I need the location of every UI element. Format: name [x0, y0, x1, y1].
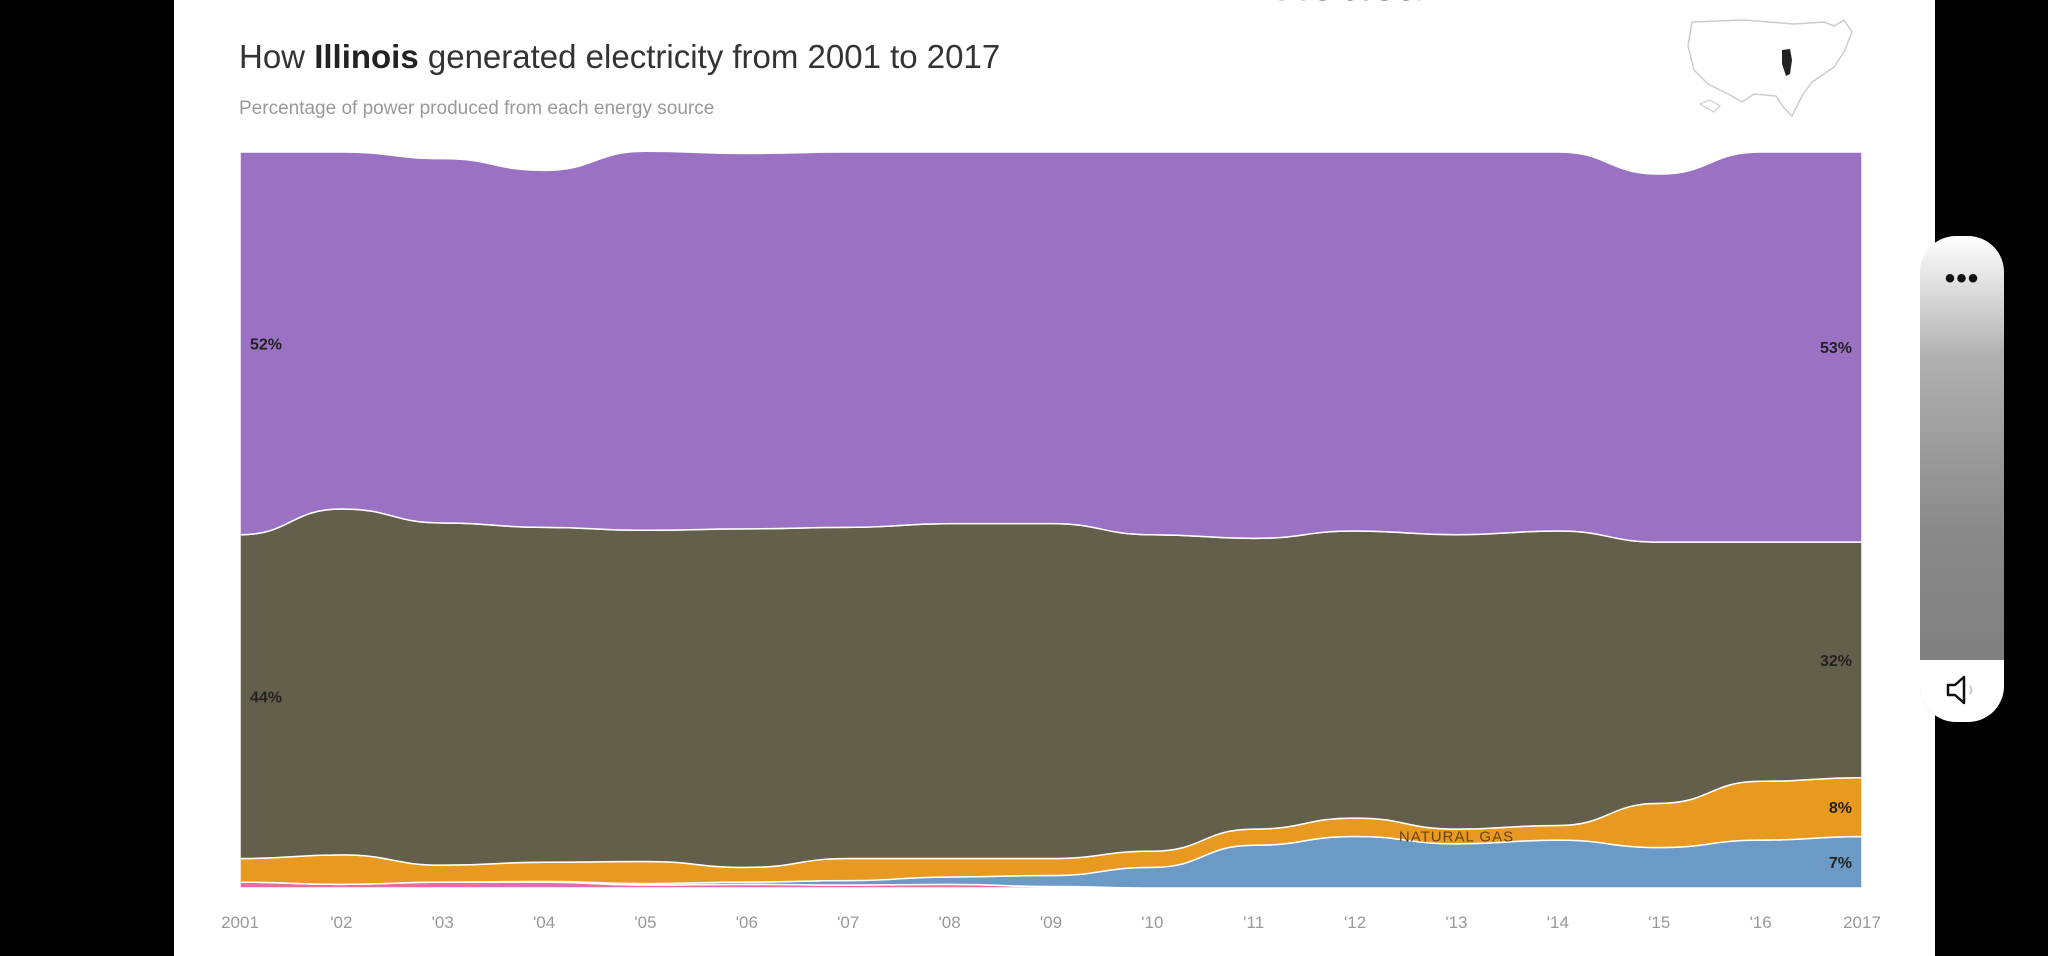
- x-tick-label: '15: [1648, 913, 1670, 932]
- side-panel: •••: [1920, 236, 2004, 722]
- volume-control[interactable]: [1920, 660, 2004, 722]
- stream-chart: 2001 '02 '03 '04 '05 '06 '07 '08 '09 '10 '11 '12 '13…: [221, 0, 1881, 932]
- x-tick-label: '11: [1243, 913, 1264, 932]
- x-tick-label: '07: [837, 913, 859, 932]
- chart-title: How Illinois generated electricity from …: [239, 38, 1001, 75]
- value-label-end: 32%: [1820, 653, 1852, 670]
- series-label: NATURAL GAS: [1399, 829, 1514, 846]
- x-tick-label: '08: [939, 913, 961, 932]
- series-label: Nuclear: [1279, 0, 1438, 10]
- x-tick-label: '06: [736, 913, 758, 932]
- us-map-icon: [1687, 19, 1853, 117]
- series-label: Coal: [1267, 0, 1341, 8]
- state-name: Illinois: [314, 38, 419, 75]
- x-tick-label: 2017: [1843, 913, 1881, 932]
- chart-subtitle: Percentage of power produced from each e…: [239, 98, 715, 119]
- x-tick-label: '05: [634, 913, 656, 932]
- speaker-icon[interactable]: [1944, 672, 1980, 708]
- more-dots-icon[interactable]: •••: [1944, 262, 1980, 295]
- value-label-end: 7%: [1829, 855, 1852, 872]
- value-label-end: 8%: [1829, 800, 1852, 817]
- x-tick-label: 2001: [221, 913, 259, 932]
- x-tick-label: '04: [533, 913, 555, 932]
- value-label-end: 53%: [1820, 340, 1852, 357]
- x-tick-label: '14: [1547, 913, 1569, 932]
- x-tick-label: '13: [1445, 913, 1467, 932]
- series-nuclear: [239, 150, 1863, 543]
- value-label-start: 44%: [250, 690, 282, 707]
- value-label-start: 52%: [250, 336, 282, 353]
- x-tick-label: '16: [1750, 913, 1772, 932]
- series-label: WIND: [1597, 0, 1640, 4]
- x-tick-label: '12: [1344, 913, 1366, 932]
- x-tick-label: '09: [1040, 913, 1062, 932]
- x-tick-label: '10: [1141, 913, 1163, 932]
- chart-card: How Illinois generated electricity from …: [174, 0, 1935, 956]
- x-tick-label: '02: [330, 913, 352, 932]
- x-tick-label: '03: [432, 913, 454, 932]
